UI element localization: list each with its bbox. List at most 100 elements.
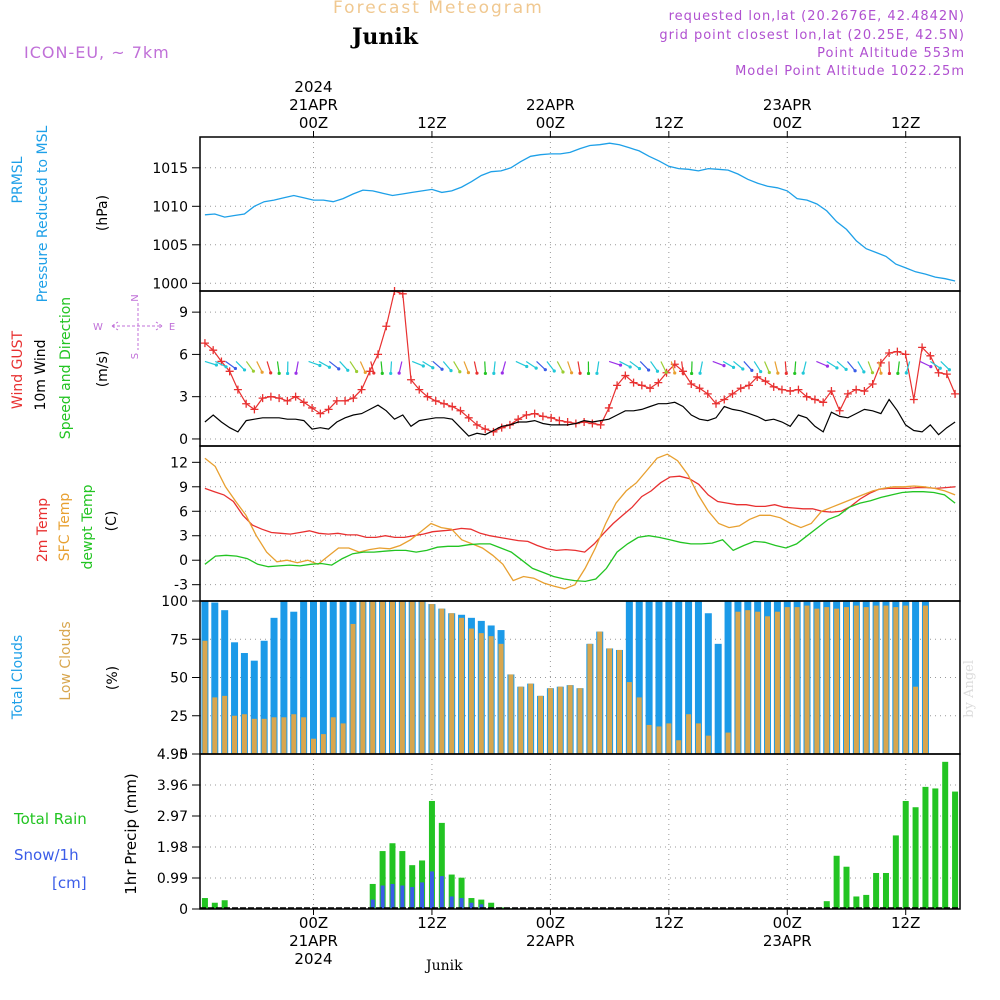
panel-precip: 0 0.99 1.98 2.97 3.96 4.95 [157,747,960,918]
wind-arrow [422,360,434,369]
snow-bar [400,885,405,909]
wind-arrow-head [277,371,281,375]
wind-arrow-head [483,371,487,376]
wind-arrow [802,361,807,374]
gust-marker [415,385,424,394]
wind-arrow [442,361,452,372]
wind-arrow [370,361,375,374]
wind-arrow [897,361,900,374]
low-cloud-bar [903,605,909,754]
gust-marker [349,394,358,403]
top-time-label: 23APR [763,96,812,114]
low-cloud-bar [340,723,346,754]
wind-arrow [712,360,725,367]
wind-arrow [753,361,762,372]
rain-bar [942,761,949,909]
y-tick-label: 1015 [152,161,188,177]
label-low-clouds: Low Clouds [58,621,74,700]
wind-arrow-head [896,371,900,375]
bottom-time-label: 12Z [417,914,446,932]
wind-arrow-head [637,366,642,371]
wind-arrow-head [346,368,350,372]
label-prmsl: PRMSL [10,156,26,203]
snow-bar [420,882,425,909]
top-time-label: 12Z [417,114,446,132]
bottom-time-label: 12Z [654,914,683,932]
snow-bar [429,871,434,909]
rain-bar [201,898,208,909]
rain-bar [399,851,406,909]
wind-arrow [390,361,393,374]
rain-bar [853,896,860,909]
bottom-time-label: 22APR [526,932,575,950]
gust-marker [448,402,457,411]
low-cloud-bar [360,601,366,754]
gust-marker [909,395,918,404]
rain-bar [892,835,899,909]
wind-arrow [660,361,667,373]
label-hpa: (hPa) [95,195,111,231]
wind-arrow [235,361,245,371]
wind-arrow [567,361,573,373]
gust-marker [357,385,366,394]
y-tick-label: 75 [170,632,188,648]
compass-w: W [93,322,103,333]
rain-bar [932,788,939,909]
gust-marker [588,419,597,428]
gust-marker [522,411,531,419]
gust-marker [621,371,630,380]
wind-arrow [473,361,478,374]
wind-arrow-head [337,367,341,371]
gust-marker [250,405,259,414]
wind-arrow-head [294,371,298,375]
wind-arrow-head [904,371,908,375]
y-tick-label: 0 [179,553,188,569]
gust-marker [901,350,910,359]
wind-arrow [515,360,527,368]
total-cloud-bar [240,653,248,754]
label-2m-temp: 2m Temp [35,498,51,562]
low-cloud-bar [547,688,553,754]
wind-arrow [905,361,911,374]
total-cloud-bar [231,642,239,754]
low-cloud-bar [399,601,405,754]
total-cloud-bar [300,601,308,754]
wind-arrow [794,361,797,374]
wind-arrow [743,361,753,371]
low-cloud-bar [281,717,287,754]
station-title: Junik [352,24,418,50]
gust-marker [200,339,209,348]
wind-arrow-head [784,371,788,376]
low-cloud-bar [232,715,238,754]
y-tick-label: 9 [179,305,188,321]
total-cloud-bar [675,601,683,754]
wind-speed-line [204,398,956,437]
gust-marker [753,372,762,381]
wind-arrow [318,360,330,368]
gust-marker [481,425,490,434]
low-cloud-bar [824,607,830,754]
gust-marker [810,395,819,404]
low-cloud-bar [261,718,267,754]
top-time-label: 22APR [526,96,575,114]
wind-arrow-head [595,371,599,375]
low-cloud-bar [853,605,859,754]
wind-arrow-head [440,367,444,371]
low-cloud-bar [488,636,494,754]
gust-marker [472,420,481,429]
wind-arrow-head [759,369,763,374]
total-cloud-bar [912,601,920,754]
total-cloud-bar [724,601,732,754]
low-cloud-bar [439,608,445,754]
gust-marker [242,399,251,408]
wind-arrow [501,361,507,374]
wind-arrow-head [389,371,393,376]
wind-arrow [245,361,254,372]
wind-arrow [877,361,882,374]
wind-arrow [930,360,941,369]
wind-arrow-head [397,371,401,375]
low-cloud-bar [419,601,425,754]
y-tick-label: 3.96 [157,778,188,794]
wind-arrow [639,361,650,371]
